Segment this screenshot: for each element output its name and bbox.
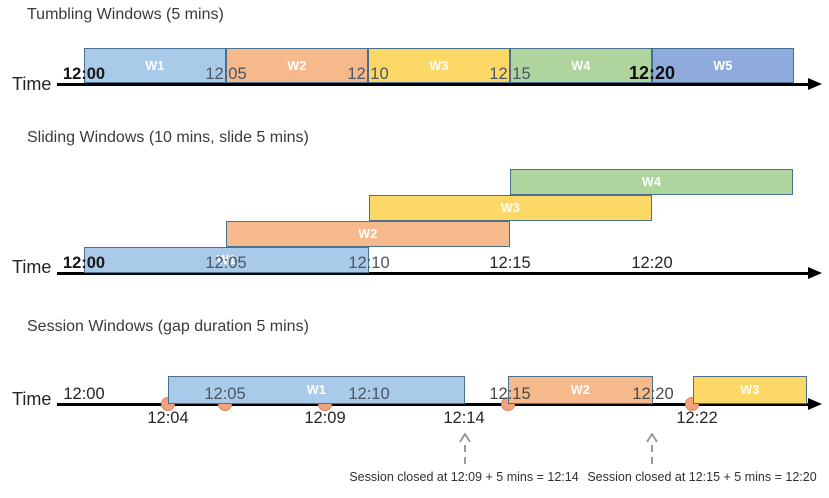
window-label: W1	[306, 383, 327, 397]
window-label: W3	[500, 201, 521, 215]
tick-label: 12:20	[628, 63, 676, 83]
window-label: W3	[740, 383, 760, 397]
session-window-w2: W2	[508, 376, 653, 404]
tumbling-window-w4: W4	[510, 48, 652, 83]
window-label: W4	[641, 175, 662, 189]
session-window-w1: W1	[168, 376, 465, 404]
timeline-arrowhead-icon	[808, 78, 822, 90]
window-label: W5	[713, 58, 733, 73]
tick-label: 12:10	[347, 65, 389, 83]
timeline-arrowhead-icon	[808, 398, 822, 410]
tick-label: 12:10	[348, 385, 390, 403]
tick-label: 12:15	[489, 254, 531, 272]
time-axis-label: Time	[12, 74, 52, 94]
sliding-section-title: Sliding Windows (10 mins, slide 5 mins)	[27, 129, 309, 146]
window-label: W2	[358, 227, 378, 241]
tick-label: 12:05	[205, 65, 247, 83]
sliding-window-w3: W3	[369, 195, 652, 221]
session-closed-annotation: Session closed at 12:09 + 5 mins = 12:14	[349, 470, 579, 484]
time-axis-label: Time	[12, 257, 52, 277]
session-closed-annotation: Session closed at 12:15 + 5 mins = 12:20	[587, 470, 817, 484]
tumbling-window-w3: W3	[368, 48, 510, 83]
tick-label: 12:00	[62, 65, 106, 83]
dashed-up-arrow-icon	[646, 433, 658, 467]
session-close-time-label: 12:22	[676, 409, 718, 427]
tick-label: 12:00	[62, 254, 106, 272]
sliding-window-w1: W1	[84, 247, 369, 273]
timeline-axis	[57, 83, 810, 86]
sliding-window-w4: W4	[510, 169, 793, 195]
tumbling-window-w5: W5	[652, 48, 794, 83]
tick-label: 12:05	[205, 254, 247, 272]
tick-label: 12:15	[489, 385, 531, 403]
timeline-axis	[57, 403, 810, 406]
timeline-arrowhead-icon	[808, 267, 822, 279]
tick-label: 12:05	[204, 385, 246, 403]
window-label: W1	[216, 253, 237, 267]
tick-label: 12:10	[348, 254, 390, 272]
time-axis-label: Time	[12, 389, 52, 409]
session-section-title: Session Windows (gap duration 5 mins)	[27, 318, 309, 335]
tick-label: 12:00	[63, 385, 105, 403]
window-label: W2	[287, 58, 307, 73]
window-label: W2	[570, 383, 591, 397]
event-time-label: 12:09	[304, 409, 346, 427]
window-label: W3	[429, 58, 449, 73]
session-close-time-label: 12:14	[443, 409, 485, 427]
window-label: W1	[145, 58, 165, 73]
session-window-w3: W3	[693, 376, 807, 404]
window-label: W4	[571, 58, 591, 73]
tick-label: 12:20	[632, 385, 674, 403]
timeline-axis	[57, 272, 810, 275]
tumbling-window-w2: W2	[226, 48, 368, 83]
tumbling-window-w1: W1	[84, 48, 226, 83]
tick-label: 12:15	[489, 65, 531, 83]
tick-label: 12:20	[631, 254, 673, 272]
event-time-label: 12:04	[147, 409, 189, 427]
dashed-up-arrow-icon	[459, 433, 471, 467]
tumbling-section-title: Tumbling Windows (5 mins)	[27, 6, 224, 23]
sliding-window-w2: W2	[226, 221, 510, 247]
